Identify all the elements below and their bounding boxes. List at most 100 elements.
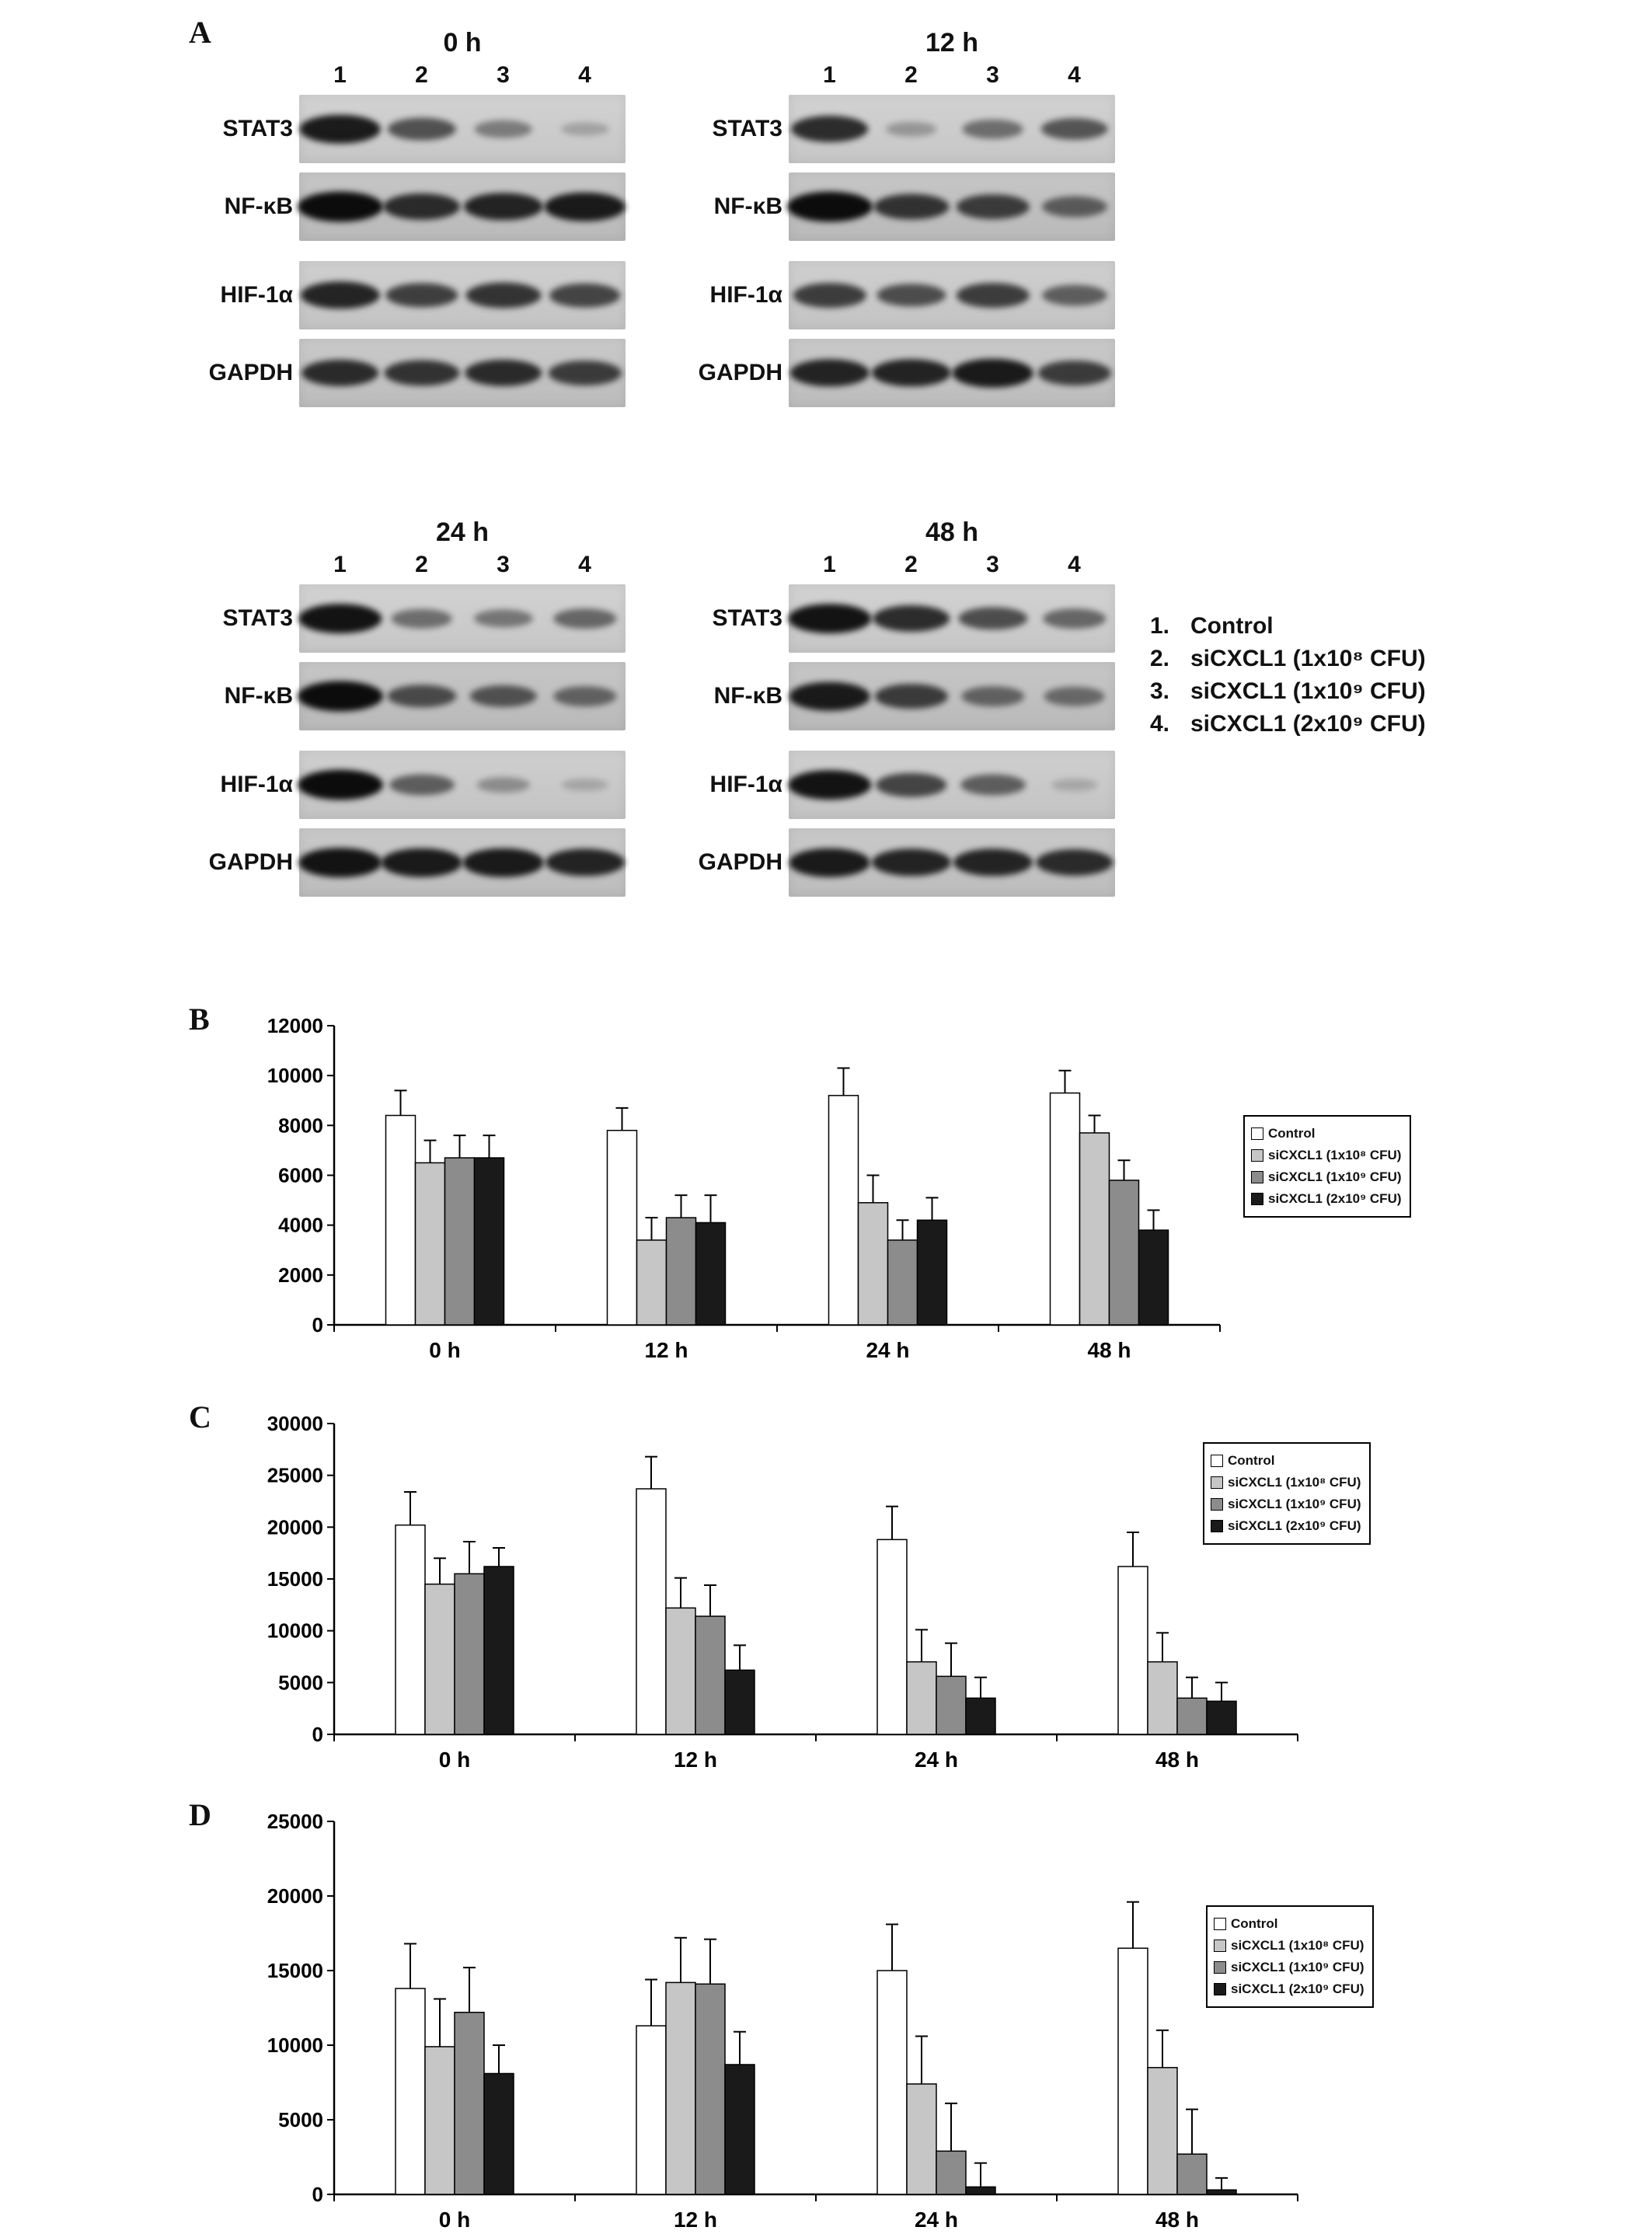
blot-band — [962, 119, 1023, 139]
blot-group-title: 0 h — [443, 28, 482, 58]
legend-label: siCXCL1 (1x10⁹ CFU) — [1228, 1497, 1361, 1511]
blot-legend-text: Control — [1190, 613, 1274, 639]
blot-legend-text: siCXCL1 (1x10⁸ CFU) — [1190, 646, 1426, 671]
legend-swatch — [1211, 1455, 1223, 1467]
bar — [1079, 1132, 1110, 1326]
blot-band — [1042, 608, 1107, 629]
y-tick-label: 25000 — [267, 1810, 323, 1833]
blot-strip — [297, 751, 626, 819]
legend-row: siCXCL1 (2x10⁹ CFU) — [1211, 1515, 1361, 1537]
blot-band — [957, 607, 1028, 630]
bar — [1206, 2189, 1237, 2195]
blot-legend-number: 3. — [1150, 678, 1170, 704]
y-tick-label: 0 — [312, 1723, 323, 1746]
bar — [483, 2072, 514, 2195]
blot-lane-legend: 1. Control 2. siCXCL1 (1x10⁸ CFU) 3. siCXCL1 … — [1150, 610, 1426, 741]
y-tick-label: 15000 — [267, 1567, 323, 1591]
legend-row: Control — [1211, 1450, 1361, 1472]
bar — [636, 1488, 667, 1735]
blot-band — [552, 608, 617, 629]
blot-band — [382, 193, 461, 221]
legend-label: siCXCL1 (1x10⁸ CFU) — [1268, 1148, 1402, 1162]
blot-band — [790, 115, 869, 143]
blot-row-label: HIF-1α — [220, 282, 293, 308]
blot-band — [885, 121, 937, 137]
blot-row-label: HIF-1α — [709, 772, 782, 797]
bar-chart-d: 0 5000 10000 15000 20000 25000 0 h 12 h 24 h 48 h — [233, 1806, 1321, 2234]
blot-strip — [297, 173, 626, 241]
lane-number: 3 — [497, 552, 510, 577]
bar — [887, 1239, 918, 1326]
chart-svg: 0 5000 10000 15000 20000 25000 0 h 12 h 24 h 48 h — [267, 1810, 1298, 2232]
legend-label: Control — [1268, 1126, 1316, 1141]
blot-band — [389, 774, 455, 796]
blot-legend-item: 1. Control — [1150, 610, 1426, 643]
blot-group-12h: 12 h 1 2 3 4 STAT3 NF-κB HIF-1α GAPDH — [645, 23, 1119, 407]
bar — [1108, 1180, 1140, 1326]
y-tick-label: 12000 — [267, 1014, 323, 1037]
blot-rows: STAT3 NF-κB HIF-1α GAPDH — [645, 584, 1119, 897]
x-category-label: 0 h — [439, 1748, 470, 1772]
blot-strip — [787, 584, 1115, 653]
bar — [936, 1675, 967, 1735]
bar — [916, 1219, 948, 1326]
blot-row: GAPDH — [155, 828, 629, 897]
y-tick-label: 5000 — [278, 2108, 323, 2131]
blot-band — [871, 359, 951, 387]
blot-band — [875, 772, 947, 797]
lane-number: 1 — [823, 62, 836, 88]
legend-row: siCXCL1 (2x10⁹ CFU) — [1214, 1978, 1364, 2000]
blot-group-48h: 48 h 1 2 3 4 STAT3 NF-κB HIF-1α GAPDH — [645, 513, 1119, 897]
blot-band — [789, 848, 870, 877]
lane-number: 4 — [1068, 62, 1081, 88]
blot-band — [1040, 117, 1108, 141]
blot-legend-number: 2. — [1150, 646, 1170, 671]
y-tick-label: 8000 — [278, 1114, 323, 1137]
blot-strip — [789, 339, 1115, 407]
blot-band — [391, 608, 452, 629]
bar — [395, 1524, 426, 1735]
blot-legend-item: 3. siCXCL1 (1x10⁹ CFU) — [1150, 675, 1426, 708]
blot-band — [544, 192, 626, 221]
x-category-label: 12 h — [644, 1338, 688, 1362]
bar — [414, 1162, 446, 1326]
blot-band — [469, 685, 537, 708]
bar — [695, 1983, 726, 2195]
blot-band — [462, 848, 544, 877]
lane-number: 1 — [823, 552, 836, 577]
y-tick-label: 20000 — [267, 1884, 323, 1908]
blot-row: NF-κB — [645, 662, 1119, 730]
legend-swatch — [1214, 1940, 1226, 1952]
bar — [1147, 2067, 1178, 2195]
y-tick-label: 5000 — [278, 1671, 323, 1694]
bar — [424, 1583, 455, 1735]
blot-band — [1041, 284, 1107, 306]
blot-band — [298, 604, 382, 633]
bar — [665, 1981, 696, 2195]
legend-swatch — [1211, 1520, 1223, 1532]
blot-group-0h: 0 h 1 2 3 4 STAT3 NF-κB HIF-1α GAPDH — [155, 23, 629, 407]
lane-number: 4 — [578, 62, 591, 88]
blot-band — [956, 194, 1030, 219]
bar — [1147, 1661, 1178, 1735]
blot-legend-item: 2. siCXCL1 (1x10⁸ CFU) — [1150, 643, 1426, 675]
blot-strip — [789, 662, 1115, 730]
blot-band — [552, 686, 617, 706]
blot-band — [385, 283, 458, 308]
blot-row-label: NF-κB — [224, 683, 293, 709]
blot-row-label: GAPDH — [698, 849, 782, 875]
bar — [724, 2064, 755, 2195]
legend-swatch — [1251, 1171, 1263, 1183]
lane-number: 3 — [497, 62, 510, 88]
blot-band — [871, 849, 951, 877]
bar — [1176, 2153, 1208, 2195]
legend-swatch — [1214, 1918, 1226, 1930]
x-category-label: 48 h — [1155, 2208, 1199, 2232]
bar — [1138, 1229, 1169, 1326]
blot-band — [463, 193, 543, 221]
bar — [454, 1573, 485, 1735]
blot-band — [1035, 849, 1114, 877]
blot-band — [1044, 686, 1105, 706]
y-tick-label: 0 — [312, 1313, 323, 1337]
blot-band — [299, 114, 381, 144]
